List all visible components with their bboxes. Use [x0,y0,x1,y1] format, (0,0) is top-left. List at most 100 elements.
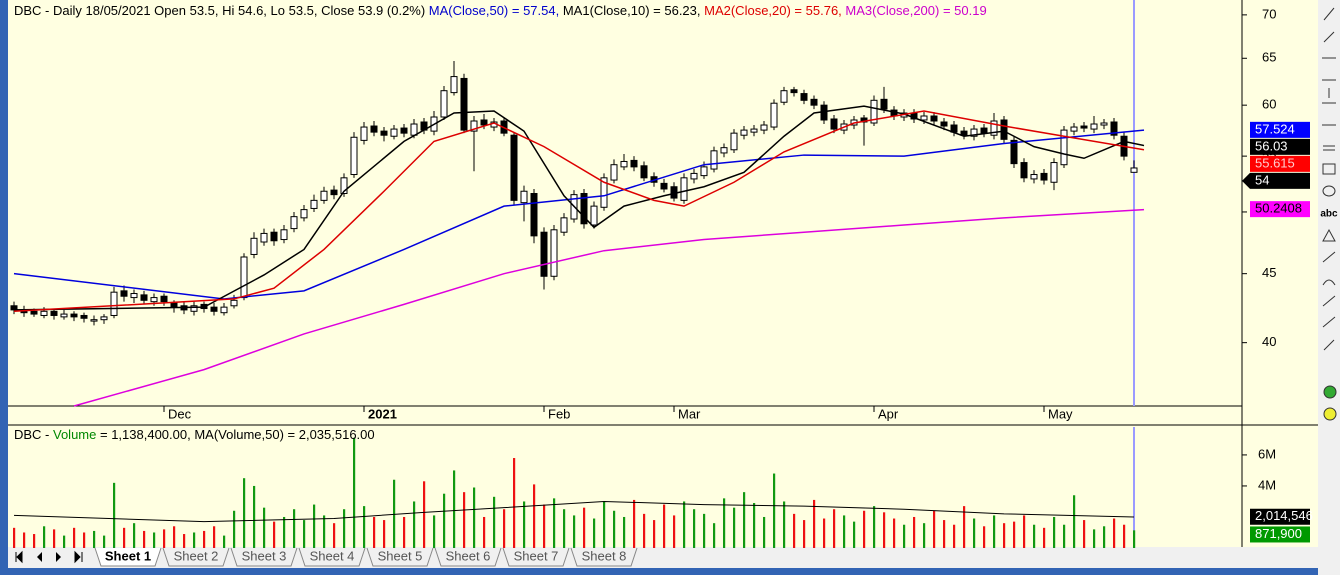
volume-bar [573,515,576,548]
candle-body [230,299,238,307]
header-part: DBC - Daily 18/05/2021 Open 53.5, Hi 54.… [14,3,429,18]
tool-glyph[interactable] [1322,7,1336,151]
volume-bar [863,510,866,548]
sheet-tab[interactable]: Sheet 6 [446,548,491,563]
badge-bg [1250,172,1310,189]
badge-label: 50.2408 [1255,201,1302,216]
nav-first[interactable] [15,550,23,564]
volume-bar [803,520,806,548]
candle-body [1080,125,1088,129]
badge-bg [1250,121,1310,138]
volume-bar [873,506,876,548]
candle-body [830,118,838,130]
candle-body [770,102,778,128]
candle-body [1100,122,1108,126]
volume-bar [553,498,556,548]
volume-bar [443,493,446,548]
volume-bar [313,504,316,548]
sheet-tab[interactable]: Sheet 3 [242,548,287,563]
badge-label: 55.615 [1255,155,1295,170]
tool-glyph[interactable] [1322,185,1336,197]
moving-average [13,110,1145,313]
tab-shape[interactable] [298,547,366,567]
volume-bar [1043,527,1046,548]
badge-label: 871,900 [1255,526,1302,541]
candle-body [270,231,278,242]
tab-shape[interactable] [366,547,434,567]
moving-average [73,208,1145,407]
header-part: DBC - [14,427,53,442]
sheet-nav [15,550,83,564]
tool-glyph[interactable] [1322,228,1336,351]
sheet-tab[interactable]: Sheet 7 [514,548,559,563]
volume-bar [623,516,626,548]
volume-bar [73,527,76,548]
candle-body [370,125,378,133]
sheet-tab[interactable]: Sheet 2 [174,548,219,563]
nav-last[interactable] [74,550,83,564]
sheet-tab[interactable]: Sheet 4 [310,548,355,563]
volume-bar [113,482,116,548]
badge-label: 57.524 [1255,121,1295,136]
volume-bar [413,501,416,548]
candle-body [550,229,558,277]
candle-body [130,293,138,299]
chart-background [8,0,1318,547]
candle-body [660,182,668,190]
x-tick-label: Feb [548,406,570,421]
tool-glyph[interactable] [1323,385,1337,399]
candle-body [330,189,338,196]
volume-bar [33,534,36,548]
sheet-tab[interactable]: Sheet 5 [378,548,423,563]
toolbar-text[interactable]: abc [1320,209,1338,220]
volume-bar [593,518,596,548]
candle-body [640,165,648,179]
volume-bar [353,437,356,548]
volume-bar [423,481,426,548]
y-tick-label: 40 [1262,334,1276,349]
tool-glyph[interactable] [1322,163,1336,175]
candle-body [690,172,698,180]
volume-bar [433,515,436,548]
tab-shape[interactable] [570,547,638,567]
tab-shape[interactable] [162,547,230,567]
candle-body [940,121,948,127]
candle-body [970,128,978,137]
candle-body [630,159,638,168]
volume-bar [753,503,756,548]
volume-bar [233,510,236,548]
volume-bar [523,501,526,548]
tab-shape[interactable] [434,547,502,567]
x-tick-label: Mar [678,406,701,421]
badge-label: 2,014,546 [1255,508,1313,523]
candle-body [960,130,968,136]
volume-bar [253,485,256,548]
candle-body [790,89,798,94]
candle-body [360,126,368,141]
volume-bar [533,484,536,548]
volume-bar [383,520,386,548]
sheet-tab[interactable]: Sheet 1 [105,548,151,563]
sheet-tab[interactable]: Sheet 8 [582,548,627,563]
tab-shape[interactable] [94,547,162,567]
badge-bg [1250,155,1310,172]
badge-bg [1250,526,1310,543]
candle-body [540,231,548,277]
nav-next[interactable] [56,552,61,562]
candle-body [600,177,608,208]
volume-bar [913,516,916,548]
tab-shape[interactable] [230,547,298,567]
candle-body [400,127,408,134]
volume-average [13,500,1135,523]
volume-bar [663,504,666,548]
value-badge: 57.524 [1250,121,1310,138]
badge-bg [1250,138,1310,155]
tab-shape[interactable] [502,547,570,567]
volume-bar [1053,516,1056,548]
x-tick-label: May [1048,406,1073,421]
volume-bar [773,473,776,548]
tool-glyph[interactable] [1323,407,1337,421]
header-part: MA2(Close,20) = 55.76, [704,3,845,18]
volume-bar [293,509,296,548]
nav-prev[interactable] [37,552,42,562]
